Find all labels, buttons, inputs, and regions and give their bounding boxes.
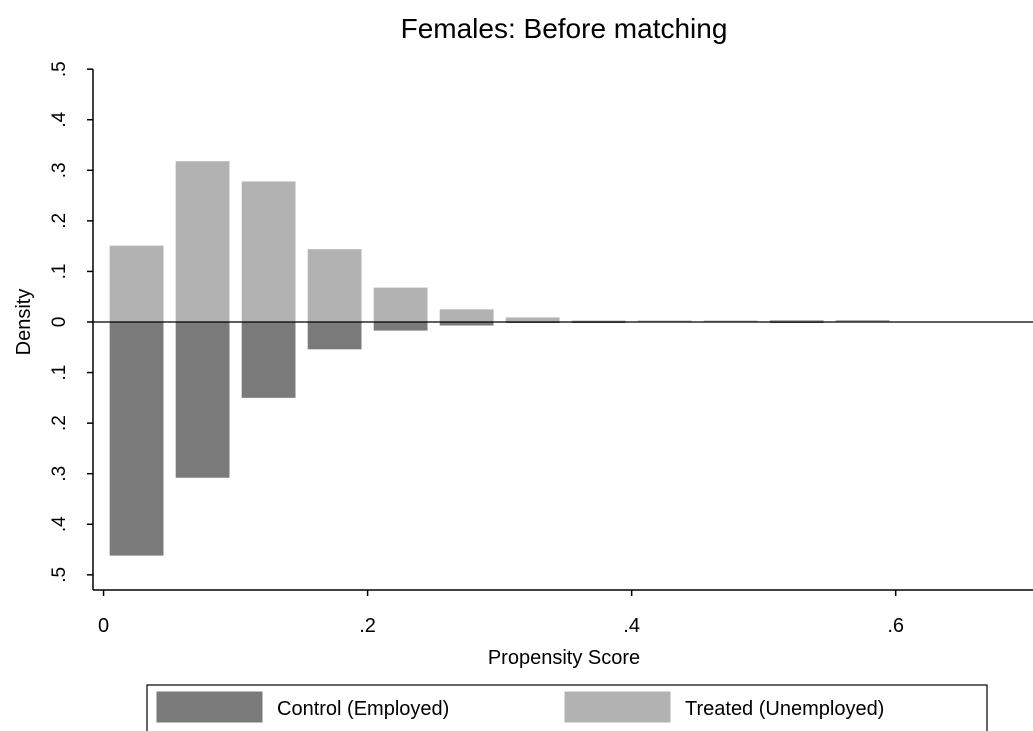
bar bbox=[307, 249, 362, 323]
legend-label: Control (Employed) bbox=[277, 698, 449, 720]
x-axis-label: Propensity Score bbox=[488, 647, 640, 669]
bar bbox=[241, 181, 296, 323]
bar bbox=[175, 321, 230, 478]
y-tick-label: .3 bbox=[49, 162, 70, 178]
bar bbox=[373, 287, 428, 323]
x-tick-label: .6 bbox=[887, 615, 904, 637]
bar bbox=[241, 321, 296, 398]
y-tick-label: .4 bbox=[49, 111, 70, 127]
bar bbox=[373, 321, 428, 331]
bar bbox=[307, 321, 362, 350]
y-tick-label: .5 bbox=[49, 567, 70, 583]
bar bbox=[109, 245, 164, 323]
y-axis-label: Density bbox=[13, 289, 35, 356]
bar bbox=[109, 321, 164, 556]
bar bbox=[175, 161, 230, 323]
legend-swatch bbox=[156, 691, 263, 723]
legend-label: Treated (Unemployed) bbox=[685, 698, 884, 720]
legend-swatch bbox=[564, 691, 671, 723]
bar bbox=[505, 317, 560, 323]
y-tick-label: .1 bbox=[49, 264, 70, 280]
x-tick-label: .4 bbox=[623, 615, 640, 637]
y-tick-label: .2 bbox=[49, 415, 70, 431]
chart-title: Females: Before matching bbox=[401, 13, 728, 44]
y-tick-label: .3 bbox=[49, 466, 70, 482]
bar bbox=[439, 309, 494, 323]
x-tick-label: .2 bbox=[359, 615, 376, 637]
y-tick-label: .4 bbox=[49, 516, 70, 532]
y-tick-label: 0 bbox=[49, 317, 70, 328]
y-tick-label: .2 bbox=[49, 213, 70, 229]
y-tick-label: .1 bbox=[49, 365, 70, 381]
x-tick-label: 0 bbox=[98, 615, 109, 637]
y-tick-label: .5 bbox=[49, 61, 70, 77]
